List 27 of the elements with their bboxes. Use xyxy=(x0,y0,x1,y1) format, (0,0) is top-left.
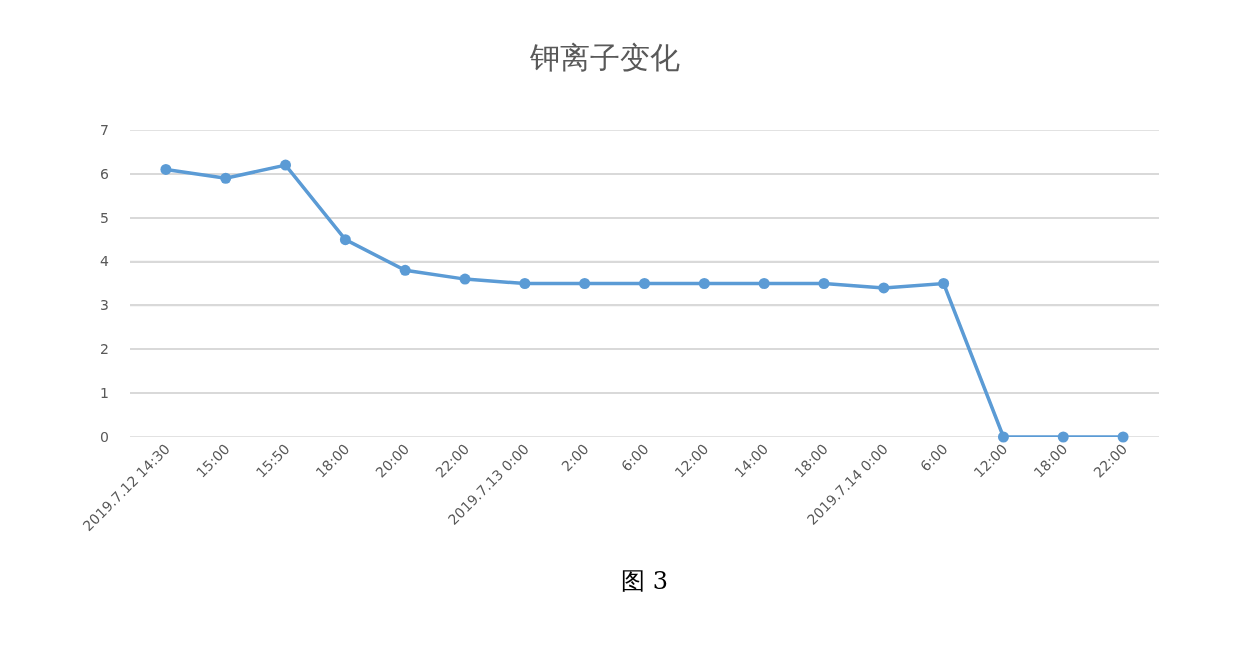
y-tick-label: 5 xyxy=(100,209,109,226)
point xyxy=(639,278,650,289)
point xyxy=(459,273,471,285)
point xyxy=(1057,431,1069,443)
y-tick-label: 3 xyxy=(100,297,109,314)
point xyxy=(1117,431,1129,443)
point xyxy=(878,282,890,294)
y-tick-label: 6 xyxy=(100,165,110,182)
point xyxy=(280,159,292,171)
point xyxy=(160,163,172,175)
y-tick-label: 7 xyxy=(100,121,109,138)
point xyxy=(519,278,531,289)
y-tick-label: 1 xyxy=(100,385,109,402)
point xyxy=(399,264,411,276)
point xyxy=(339,234,351,246)
point xyxy=(579,278,591,289)
y-tick-label: 0 xyxy=(100,428,109,445)
point xyxy=(698,278,710,289)
y-tick-label: 4 xyxy=(100,253,110,270)
caption: 图 3 xyxy=(621,567,668,595)
point xyxy=(997,431,1009,443)
point xyxy=(818,278,830,289)
chart-title: 钾离子变化 xyxy=(528,39,680,75)
y-tick-label: 2 xyxy=(100,341,109,358)
point xyxy=(938,278,950,289)
point xyxy=(758,278,770,289)
point xyxy=(220,172,232,184)
